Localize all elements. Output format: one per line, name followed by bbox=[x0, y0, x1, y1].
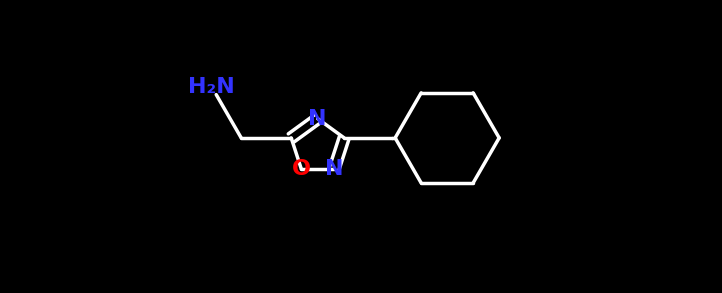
Text: H₂N: H₂N bbox=[188, 76, 235, 97]
Text: O: O bbox=[292, 159, 310, 179]
Text: N: N bbox=[308, 109, 327, 129]
Text: N: N bbox=[325, 159, 343, 179]
